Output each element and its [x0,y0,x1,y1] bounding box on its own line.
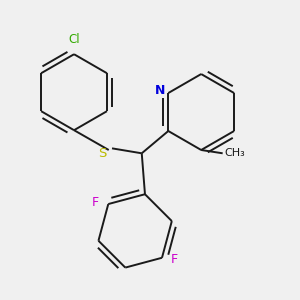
Text: Cl: Cl [68,33,80,46]
Text: F: F [171,253,178,266]
Text: N: N [155,84,165,97]
Text: F: F [92,196,99,209]
Text: S: S [99,147,107,160]
Text: CH₃: CH₃ [224,148,245,158]
